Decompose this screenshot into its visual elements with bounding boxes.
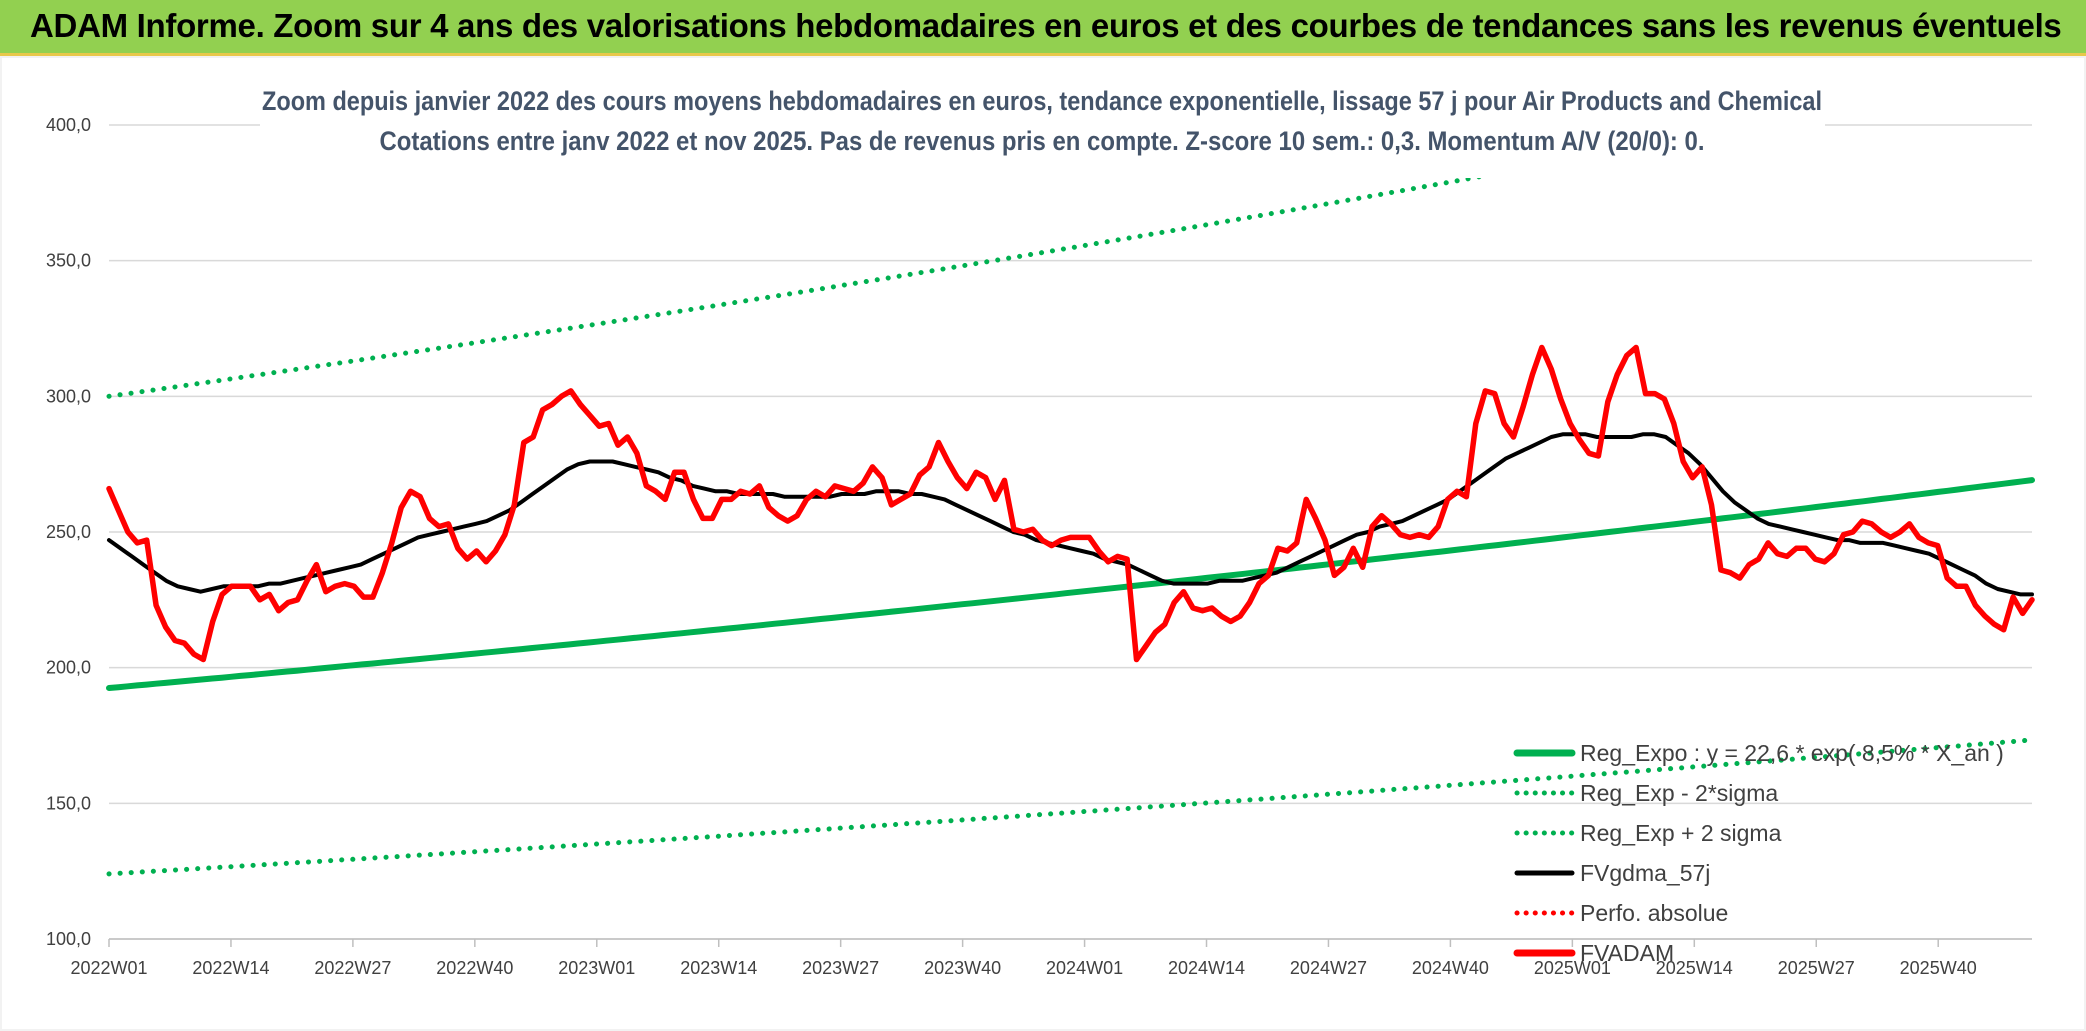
x-tick-label: 2025W14 [1656, 958, 1733, 978]
x-tick-label: 2022W01 [70, 958, 147, 978]
x-tick-label: 2023W14 [680, 958, 757, 978]
axis-layer: 400,0 350,0 300,0 250,0 200,0 150,0 100,0 2022W… [46, 115, 2032, 978]
x-tick-label: 2022W40 [436, 958, 513, 978]
legend-label: Perfo. absolue [1580, 900, 1728, 926]
legend: Reg_Expo : y = 22,6 * exp( 8,5% * X_an )… [1513, 740, 2004, 966]
y-tick-label: 200,0 [46, 658, 91, 678]
x-tick-label: 2025W01 [1534, 958, 1611, 978]
chart-title-background [260, 76, 1825, 178]
legend-label: Reg_Exp - 2*sigma [1580, 780, 1778, 806]
chart-title: Zoom depuis janvier 2022 des cours moyen… [262, 86, 1822, 116]
y-tick-label: 300,0 [46, 386, 91, 406]
x-tick-label: 2022W14 [192, 958, 269, 978]
title-bar: ADAM Informe. Zoom sur 4 ans des valoris… [0, 0, 2086, 56]
series-line-reg-exp-2-sigma [106, 125, 1774, 399]
x-tick-label: 2023W01 [558, 958, 635, 978]
series-line-fvgdma-57j [107, 432, 2034, 597]
x-tick-label: 2024W01 [1046, 958, 1123, 978]
y-tick-label: 100,0 [46, 929, 91, 949]
x-tick-label: 2023W40 [924, 958, 1001, 978]
y-tick-label: 150,0 [46, 793, 91, 813]
x-tick-label: 2025W40 [1900, 958, 1977, 978]
series-layer [106, 125, 2035, 877]
chart-subtitle: Cotations entre janv 2022 et nov 2025. P… [380, 126, 1705, 156]
x-tick-label: 2023W27 [802, 958, 879, 978]
legend-label: FVADAM [1580, 940, 1674, 966]
series-line-reg-exp-2-sigma [106, 737, 2035, 877]
legend-label: FVgdma_57j [1580, 860, 1710, 886]
x-tick-label: 2025W27 [1778, 958, 1855, 978]
x-tick-label: 2024W27 [1290, 958, 1367, 978]
x-tick-label: 2024W14 [1168, 958, 1245, 978]
chart-frame: 400,0 350,0 300,0 250,0 200,0 150,0 100,0 2022W… [0, 56, 2086, 1031]
x-tick-label: 2024W40 [1412, 958, 1489, 978]
series-line-fvadam [106, 344, 2035, 663]
legend-label: Reg_Exp + 2 sigma [1580, 820, 1782, 846]
line-chart: 400,0 350,0 300,0 250,0 200,0 150,0 100,0 2022W… [46, 76, 2035, 978]
x-tick-label: 2022W27 [314, 958, 391, 978]
legend-label: Reg_Expo : y = 22,6 * exp( 8,5% * X_an ) [1580, 740, 2004, 766]
y-tick-label: 350,0 [46, 251, 91, 271]
y-tick-label: 250,0 [46, 522, 91, 542]
y-tick-label: 400,0 [46, 115, 91, 135]
page-title: ADAM Informe. Zoom sur 4 ans des valoris… [30, 7, 2062, 44]
